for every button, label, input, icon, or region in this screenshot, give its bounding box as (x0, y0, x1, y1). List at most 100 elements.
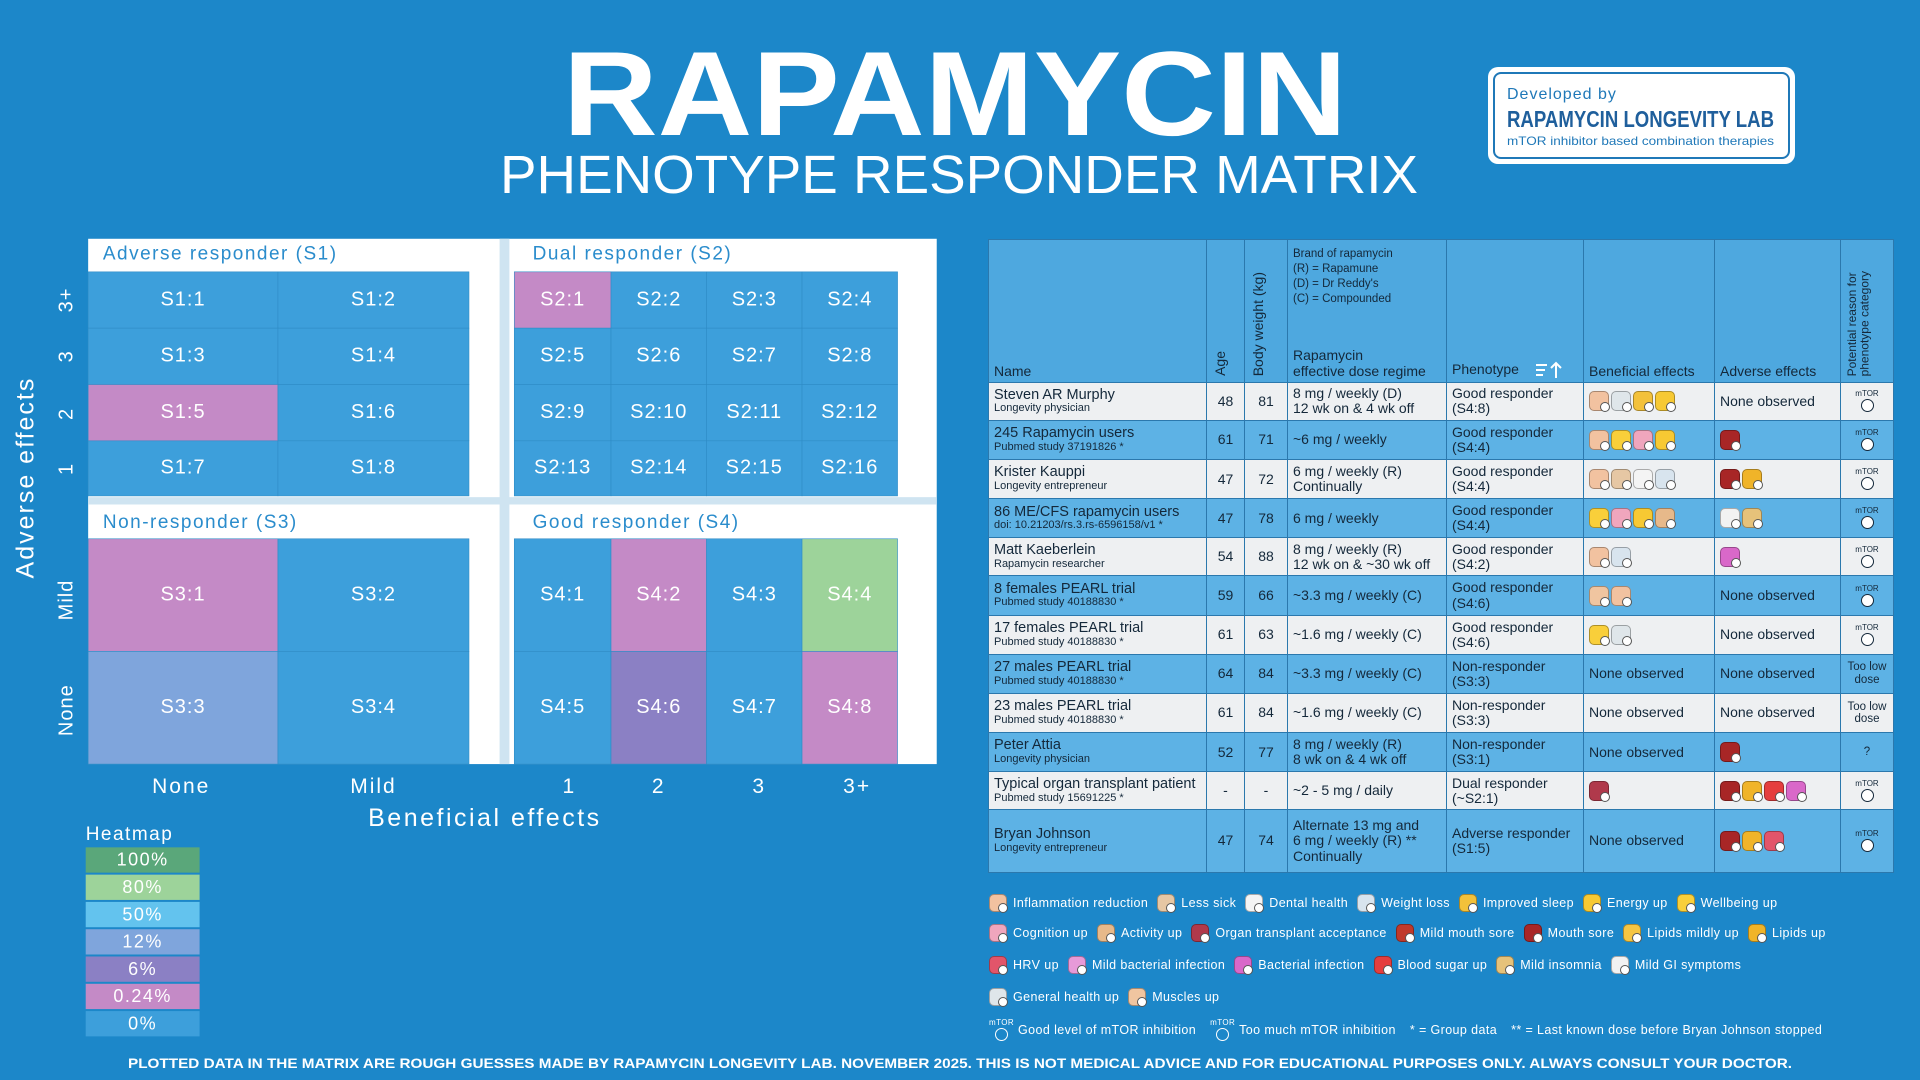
weight-cell: 84 (1244, 653, 1288, 694)
matrix-cell (277, 651, 470, 765)
phenotype-cell: Non-responder (S3:1) (1446, 732, 1584, 773)
cell-label: S2:11 (726, 401, 782, 423)
weight-cell: 81 (1244, 382, 1288, 421)
name-cell: Matt Kaeberlein Rapamycin researcher (988, 537, 1207, 577)
mtor-icon-symbol (1860, 399, 1874, 413)
mtor-icon-symbol (1860, 838, 1874, 852)
matrix-cell (706, 651, 803, 765)
header-row: Name Age Body weight (kg) Brand of rapam… (988, 239, 1894, 383)
matrix-cell (801, 384, 898, 442)
legend-label: Too much mTOR inhibition (1239, 1023, 1396, 1037)
cell-label: S4:1 (540, 583, 585, 605)
reason-line: dose (1854, 713, 1880, 726)
phenotype-line: (~S2:1) (1452, 789, 1499, 806)
row-name: 17 females PEARL trial (994, 619, 1144, 636)
name-cell: Typical organ transplant patient Pubmed s… (988, 771, 1207, 811)
row-name: Typical organ transplant patient (994, 775, 1196, 792)
phenotype-line: (S4:2) (1452, 555, 1491, 572)
matrix-cell (610, 384, 707, 442)
effect-icon (1720, 546, 1741, 568)
effect-icon (989, 988, 1008, 1007)
phenotype-line: Good responder (1452, 618, 1554, 635)
mtor-icon-label: mTOR (1855, 389, 1879, 399)
table-row: Peter Attia Longevity physician 52 77 8 mg /… (988, 732, 1894, 773)
reason-line: Too low (1847, 661, 1887, 674)
effect-icon (1357, 894, 1377, 913)
dose-cell: ~2 - 5 mg / daily (1287, 771, 1447, 811)
legend-item: Mild GI symptoms (1610, 956, 1741, 975)
phenotype-line: Dual responder (1452, 774, 1548, 791)
weight-cell: 72 (1244, 459, 1288, 500)
effect-icon (1623, 924, 1643, 943)
heatmap-label: 100% (117, 850, 169, 870)
heatmap-swatch (85, 956, 200, 982)
adverse-text: None observed (1720, 665, 1815, 682)
row-note: Pubmed study 40188830 * (994, 635, 1124, 648)
col-age-cell: Age (1206, 239, 1245, 383)
dose-cell: ~6 mg / weekly (1287, 419, 1447, 461)
legend-item: Energy up (1583, 894, 1668, 913)
mtor-icon: mTOR (1855, 468, 1879, 491)
adverse-cell: None observed (1714, 692, 1841, 734)
table-row: Krister Kauppi Longevity entrepreneur 47 72… (988, 459, 1894, 500)
weight-cell: 78 (1244, 498, 1288, 539)
phenotype-line: (S4:4) (1452, 517, 1491, 534)
legend-item: Bacterial infection (1234, 956, 1364, 975)
weight-cell: 66 (1244, 575, 1288, 616)
table-row: Bryan Johnson Longevity entrepreneur 47 74 A… (988, 809, 1894, 873)
row-name: 27 males PEARL trial (994, 659, 1132, 676)
y-label: 3+ (56, 288, 78, 313)
effect-icon (1128, 988, 1148, 1007)
phenotype-line: (S4:4) (1452, 478, 1491, 495)
mtor-icon-symbol (1860, 788, 1874, 802)
phenotype-cell: Good responder (S4:6) (1446, 614, 1584, 655)
row-note: Longevity physician (994, 753, 1091, 766)
adverse-text: None observed (1720, 626, 1815, 643)
phenotype-line: (S4:8) (1452, 400, 1491, 417)
beneficial-cell (1583, 498, 1715, 539)
legend-row: mTOR Good level of mTOR inhibition mTOR Too… (989, 1019, 1822, 1041)
matrix-cell (801, 538, 898, 652)
reason-cell: mTOR (1840, 614, 1894, 655)
brand-note-line: (D) = Dr Reddy's (1293, 277, 1379, 290)
age-cell: 52 (1206, 732, 1245, 773)
weight-cell: - (1244, 771, 1288, 811)
weight-cell: 88 (1244, 537, 1288, 577)
legend-label: Mild insomnia (1520, 958, 1602, 972)
legend-item: Mild bacterial infection (1067, 956, 1225, 975)
matrix-cell (513, 327, 612, 385)
dose-cell: 8 mg / weekly (R) 8 wk on & 4 wk off (1287, 732, 1447, 773)
adverse-cell (1714, 537, 1841, 577)
legend-item: Cognition up (989, 924, 1088, 943)
legend-label: Mouth sore (1547, 926, 1615, 940)
mtor-icon-label: mTOR (1855, 428, 1879, 438)
row-name: 86 ME/CFS rapamycin users (994, 503, 1180, 520)
legend-label: Muscles up (1152, 990, 1220, 1004)
adverse-cell (1714, 809, 1841, 873)
legend-row: HRV up Mild bacterial infection Bacterial … (989, 956, 1741, 975)
phenotype-cell: Dual responder (~S2:1) (1446, 771, 1584, 811)
cell-label: S1:7 (160, 457, 205, 479)
dose-line: ~1.6 mg / weekly (C) (1293, 704, 1422, 721)
matrix-cell (706, 440, 803, 497)
y-label: None (56, 684, 78, 736)
matrix-cell (801, 327, 898, 385)
legend-item: Mild insomnia (1496, 956, 1602, 975)
weight-cell: 71 (1244, 419, 1288, 461)
effect-icon (1191, 924, 1211, 943)
heatmap-swatch (85, 1011, 200, 1037)
dose-line: 8 mg / weekly (D) (1293, 385, 1402, 402)
x-label: Mild (350, 775, 397, 798)
table-row: 245 Rapamycin users Pubmed study 37191826… (988, 419, 1894, 461)
matrix-cell (513, 538, 612, 652)
effect-icon (1458, 894, 1478, 913)
matrix-cell (801, 271, 898, 329)
matrix-cell (610, 327, 707, 385)
weight-cell: 74 (1244, 809, 1288, 873)
legend-item: Muscles up (1128, 988, 1220, 1007)
beneficial-cell: None observed (1583, 692, 1715, 734)
quadrant-title: Dual responder (S2) (533, 244, 733, 265)
cell-label: S1:4 (351, 345, 396, 367)
heatmap-swatch (85, 929, 200, 955)
